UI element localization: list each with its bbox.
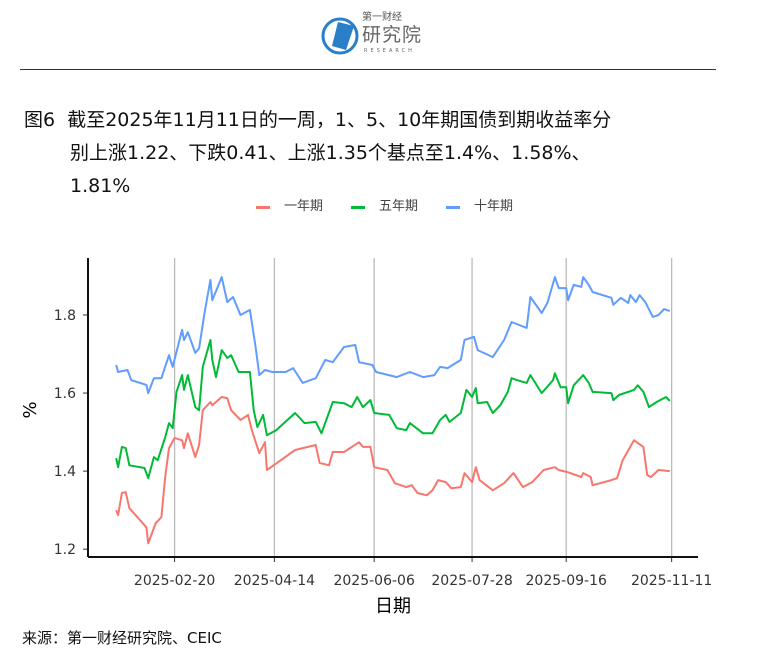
x-tick-label: 2025-09-16 (526, 573, 607, 589)
y-tick-label: 1.8 (54, 308, 76, 324)
title-line-1: 截至2025年11月11日的一周，1、5、10年期国债到期收益率分 (67, 109, 612, 131)
logo-emblem-icon (321, 17, 359, 55)
series-line-五年期 (115, 339, 671, 480)
logo: 第一财经 研究院 RESEARCH (320, 12, 440, 60)
source-caption: 来源：第一财经研究院、CEIC (22, 629, 222, 647)
legend-item: 五年期 (351, 198, 418, 216)
logo-text-sub: RESEARCH (364, 48, 415, 54)
legend-label: 五年期 (379, 199, 419, 214)
series-line-十年期 (115, 276, 671, 395)
chart-legend: 一年期 五年期 十年期 (256, 198, 513, 216)
x-tick-label: 2025-07-28 (431, 573, 512, 589)
logo-text-main: 研究院 (362, 24, 423, 46)
x-axis-title: 日期 (375, 596, 411, 617)
legend-item: 一年期 (256, 198, 323, 216)
legend-swatch (351, 205, 366, 209)
x-tick-label: 2025-02-20 (134, 573, 215, 589)
series-line-一年期 (115, 396, 670, 545)
x-tick-label: 2025-11-11 (631, 573, 712, 589)
y-axis-title: % (20, 401, 41, 418)
title-line-2: 别上涨1.22、下跌0.41、上涨1.35个基点至1.4%、1.58%、 (70, 142, 591, 164)
legend-swatch (256, 205, 270, 209)
y-tick-label: 1.4 (54, 464, 76, 480)
legend-swatch (446, 205, 461, 209)
logo-text-top: 第一财经 (362, 12, 402, 23)
title-line-1-row: 图6 截至2025年11月11日的一周，1、5、10年期国债到期收益率分 (24, 104, 754, 137)
header-divider (20, 69, 716, 70)
figure-label: 图6 (24, 109, 56, 131)
x-tick-label: 2025-06-06 (333, 573, 414, 589)
legend-label: 一年期 (284, 199, 324, 214)
legend-item: 十年期 (446, 198, 513, 216)
title-line-3: 1.81% (70, 175, 131, 197)
y-tick-label: 1.2 (54, 542, 76, 558)
x-tick-label: 2025-04-14 (234, 573, 315, 589)
legend-label: 十年期 (474, 199, 514, 214)
figure-title: 图6 截至2025年11月11日的一周，1、5、10年期国债到期收益率分 别上涨… (24, 104, 754, 203)
y-tick-label: 1.6 (54, 386, 76, 402)
